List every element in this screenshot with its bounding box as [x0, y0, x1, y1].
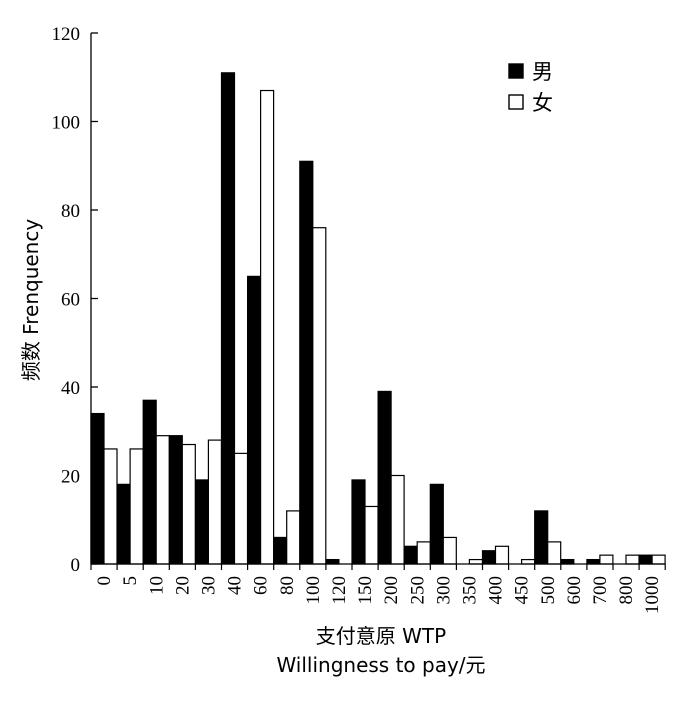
- x-tick-label-20: 20: [172, 576, 193, 595]
- legend-swatch-1: [508, 94, 524, 110]
- y-axis-title: 频数 Frenquency: [19, 219, 43, 382]
- bar-series-1-30: [207, 439, 222, 565]
- x-tick-label-450: 450: [512, 576, 533, 605]
- bar-series-1-100: [312, 227, 327, 565]
- x-tick-label-5: 5: [120, 576, 141, 586]
- legend: 男女: [508, 60, 553, 115]
- x-tick-label-400: 400: [486, 576, 507, 605]
- legend-label-0: 男: [532, 60, 553, 84]
- x-tick-label-200: 200: [381, 576, 402, 605]
- x-tick-label-0: 0: [94, 576, 115, 586]
- x-tick-label-800: 800: [616, 576, 637, 605]
- x-tick-label-1000: 1000: [642, 576, 663, 614]
- bar-series-1-80: [286, 510, 301, 565]
- bar-series-0-400: [481, 550, 497, 565]
- bar-series-0-1000: [638, 554, 653, 565]
- bar-series-0-20: [168, 435, 183, 565]
- x-tick-label-30: 30: [198, 576, 219, 595]
- x-tick-label-80: 80: [277, 576, 298, 595]
- bar-series-1-250: [416, 541, 431, 565]
- bar-series-0-100: [299, 160, 314, 565]
- x-tick-label-40: 40: [225, 576, 246, 595]
- x-axis-title-line1: 支付意原 WTP: [316, 624, 446, 648]
- bar-series-0-30: [194, 479, 209, 565]
- bar-series-1-300: [442, 536, 457, 565]
- bar-series-0-700: [586, 558, 601, 565]
- bar-series-0-80: [273, 536, 288, 565]
- x-tick-label-600: 600: [564, 576, 585, 605]
- y-tick-label-80: 80: [61, 201, 80, 222]
- bar-series-0-150: [351, 479, 366, 565]
- bar-series-0-10: [142, 399, 157, 565]
- bar-series-1-10: [155, 435, 170, 565]
- bar-series-0-5: [116, 483, 131, 565]
- bar-series-1-400: [494, 545, 510, 565]
- x-axis-title-line2: Willingness to pay/元: [276, 653, 485, 677]
- x-tick-label-700: 700: [590, 576, 611, 605]
- bar-series-0-60: [247, 275, 262, 565]
- x-tick-label-120: 120: [329, 576, 350, 605]
- y-tick-label-100: 100: [52, 113, 81, 134]
- bar-series-1-350: [468, 558, 483, 565]
- bar-series-1-500: [547, 541, 562, 565]
- x-tick-label-500: 500: [538, 576, 559, 605]
- x-tick-label-60: 60: [251, 576, 272, 595]
- bar-series-0-300: [429, 483, 444, 565]
- legend-label-1: 女: [532, 91, 553, 115]
- bar-series-0-200: [377, 390, 392, 565]
- bar-series-0-600: [560, 558, 575, 565]
- bar-series-1-0: [103, 448, 118, 565]
- x-tick-label-150: 150: [355, 576, 376, 605]
- bar-series-1-40: [233, 452, 249, 565]
- bar-series-1-450: [520, 558, 536, 565]
- y-tick-label-40: 40: [61, 378, 80, 399]
- x-tick-label-250: 250: [407, 576, 428, 605]
- bar-series-0-40: [220, 72, 236, 565]
- bar-series-0-0: [90, 412, 105, 565]
- bar-series-1-150: [364, 505, 379, 565]
- bar-series-0-120: [325, 558, 340, 565]
- y-tick-label-120: 120: [52, 24, 81, 45]
- x-tick-label-300: 300: [433, 576, 454, 605]
- bar-series-1-800: [625, 554, 640, 565]
- x-tick-label-10: 10: [146, 576, 167, 595]
- x-tick-label-100: 100: [303, 576, 324, 605]
- x-axis: 0 5 10 20 30 40 60 80 100 120 150 200 250 300 350 400 45…: [90, 563, 666, 614]
- x-tick-label-350: 350: [459, 576, 480, 605]
- bar-series-1-60: [260, 89, 275, 565]
- bar-series-0-500: [534, 510, 549, 565]
- bar-series-1-5: [129, 448, 144, 565]
- y-axis: 0 20 40 60 80 100 120: [52, 24, 98, 576]
- bar-series-1-200: [390, 474, 405, 565]
- bar-series-1-700: [599, 554, 614, 565]
- y-tick-label-60: 60: [61, 290, 80, 311]
- y-tick-label-0: 0: [71, 555, 81, 576]
- bar-series-1-1000: [651, 554, 666, 565]
- y-tick-label-20: 20: [61, 467, 80, 488]
- legend-swatch-0: [508, 63, 524, 79]
- plot-area: [90, 72, 666, 565]
- bar-series-1-20: [181, 443, 196, 565]
- bar-series-0-250: [403, 545, 418, 565]
